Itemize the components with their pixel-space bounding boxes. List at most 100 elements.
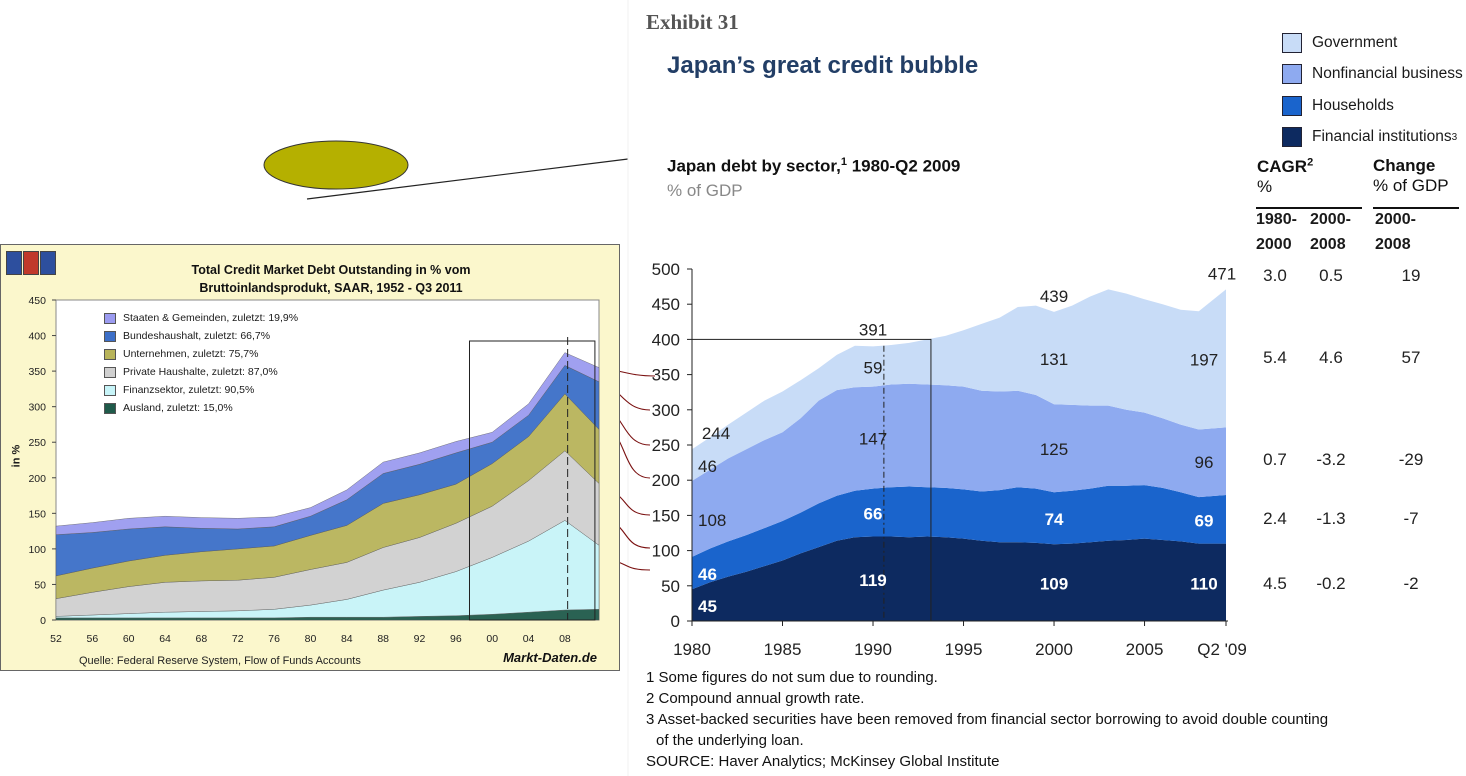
left-y-tick-label: 0 — [40, 615, 46, 627]
legend-item-financial-institutions: Financial institutions 3 — [1282, 122, 1463, 154]
left-x-tick-label: 04 — [523, 633, 535, 645]
left-x-tick-label: 84 — [341, 633, 353, 645]
col1-line2: 2000 — [1256, 236, 1292, 253]
cagr-sup: 2 — [1307, 156, 1314, 168]
y-tick-label: 250 — [652, 436, 680, 455]
table-cell: 19 — [1401, 266, 1421, 285]
japan-area-chart: 0 50 100 150 200 250 300 350 400 450 500 1980 1985 19… — [652, 260, 1247, 659]
highlight-oval — [263, 140, 409, 190]
col2-line1: 2000- — [1310, 211, 1351, 228]
left-legend-swatch — [104, 348, 116, 360]
col3-line1: 2000- — [1375, 211, 1416, 228]
left-x-tick-label: 96 — [450, 633, 462, 645]
footnote-3-cont: of the underlying loan. — [656, 732, 804, 749]
left-legend-label: Private Haushalte, zuletzt: 87,0% — [123, 366, 278, 378]
segment-label: 46 — [698, 565, 717, 584]
segment-label: 131 — [1040, 350, 1068, 369]
x-tick-label: 1995 — [945, 640, 983, 659]
left-x-tick-label: 76 — [268, 633, 280, 645]
cagr-header: CAGR2 % — [1257, 156, 1313, 197]
left-y-tick-label: 400 — [28, 331, 46, 343]
table-cell: -7 — [1403, 509, 1419, 528]
legend-item-government: Government — [1282, 27, 1463, 59]
segment-label: 66 — [864, 505, 883, 524]
total-label: 244 — [702, 424, 730, 443]
legend-item-households: Households — [1282, 90, 1463, 122]
segment-label: 125 — [1040, 440, 1068, 459]
table-cell: 0.7 — [1263, 450, 1287, 469]
legend-sup: 3 — [1451, 131, 1458, 143]
left-title-line1: Total Credit Market Debt Outstanding in … — [191, 263, 471, 277]
left-legend-item: Unternehmen, zuletzt: 75,7% — [104, 345, 298, 363]
left-x-tick-label: 08 — [559, 633, 571, 645]
segment-label: 147 — [859, 430, 887, 449]
cagr-title: CAGR — [1257, 156, 1308, 176]
chart-unit: % of GDP — [667, 181, 743, 200]
col1-line1: 1980- — [1256, 211, 1297, 228]
left-legend-swatch — [104, 366, 116, 378]
left-y-tick-label: 200 — [28, 473, 46, 485]
col3-line2: 2008 — [1375, 236, 1411, 253]
change-rule — [1373, 207, 1459, 209]
left-y-tick-label: 450 — [28, 295, 46, 307]
left-legend-label: Unternehmen, zuletzt: 75,7% — [123, 348, 259, 360]
exhibit-label: Exhibit 31 — [646, 10, 739, 34]
left-y-tick-label: 150 — [28, 508, 46, 520]
table-cell: -2 — [1403, 574, 1419, 593]
segment-label: 108 — [698, 511, 726, 530]
left-y-axis-label: in % — [10, 444, 23, 468]
segment-label: 69 — [1195, 511, 1214, 530]
left-legend-item: Finanzsektor, zuletzt: 90,5% — [104, 381, 298, 399]
us-credit-chart-panel: 0 50 100 150 200 250 300 350 400 450 52 56 60 64 68 72 7… — [0, 244, 620, 671]
cagr-unit: % — [1257, 176, 1273, 196]
left-legend-item: Staaten & Gemeinden, zuletzt: 19,9% — [104, 309, 298, 327]
y-tick-label: 350 — [652, 366, 680, 385]
x-tick-label: 2000 — [1035, 640, 1073, 659]
y-tick-label: 50 — [661, 577, 680, 596]
y-tick-label: 150 — [652, 506, 680, 525]
left-legend-swatch — [104, 402, 116, 414]
table-cell: 2.4 — [1263, 509, 1287, 528]
logo-block-blue-icon — [6, 251, 22, 275]
total-label: 471 — [1208, 264, 1236, 283]
legend-label: Households — [1312, 96, 1394, 114]
left-area-staaten-gemeinden-zuletzt-19-9 — [55, 352, 600, 535]
legend-swatch — [1282, 127, 1302, 148]
col2-line2: 2008 — [1310, 236, 1346, 253]
left-x-tick-label: 80 — [305, 633, 317, 645]
left-legend-item: Private Haushalte, zuletzt: 87,0% — [104, 363, 298, 381]
footnotes: 1 Some figures do not sum due to roundin… — [646, 667, 1328, 772]
left-x-tick-label: 52 — [50, 633, 62, 645]
legend-item-nonfinancial-business: Nonfinancial business — [1282, 59, 1463, 91]
y-tick-label: 300 — [652, 401, 680, 420]
area-nonfinancial-business — [692, 383, 1226, 557]
oval-pointer-line — [306, 158, 629, 200]
x-tick-label: 1990 — [854, 640, 892, 659]
legend-swatch — [1282, 95, 1302, 116]
left-y-tick-label: 350 — [28, 366, 46, 378]
left-legend-label: Finanzsektor, zuletzt: 90,5% — [123, 384, 255, 396]
segment-label: 45 — [698, 597, 717, 616]
chart-subtitle: Japan debt by sector,1 1980-Q2 2009 — [667, 156, 960, 177]
page-title: Japan’s great credit bubble — [667, 52, 979, 79]
segment-label: 74 — [1045, 510, 1064, 529]
left-legend-swatch — [104, 330, 116, 342]
y-tick-label: 400 — [652, 330, 680, 349]
table-cell: 3.0 — [1263, 266, 1287, 285]
left-legend-item: Ausland, zuletzt: 15,0% — [104, 399, 298, 417]
table-cell: -0.2 — [1316, 574, 1346, 593]
table-cell: 4.6 — [1319, 348, 1343, 367]
x-tick-label: 1980 — [673, 640, 711, 659]
legend-label: Nonfinancial business — [1312, 65, 1463, 83]
y-tick-label: 500 — [652, 260, 680, 279]
segment-label: 197 — [1190, 350, 1218, 369]
footnote-1: 1 Some figures do not sum due to roundin… — [646, 669, 938, 686]
area-households — [692, 485, 1226, 590]
highlight-box — [691, 338, 932, 622]
left-legend: Staaten & Gemeinden, zuletzt: 19,9% Bunde… — [104, 309, 298, 417]
area-financial-institutions — [692, 536, 1226, 621]
left-legend-label: Bundeshaushalt, zuletzt: 66,7% — [123, 330, 271, 342]
left-x-tick-label: 88 — [377, 633, 389, 645]
left-legend-item: Bundeshaushalt, zuletzt: 66,7% — [104, 327, 298, 345]
